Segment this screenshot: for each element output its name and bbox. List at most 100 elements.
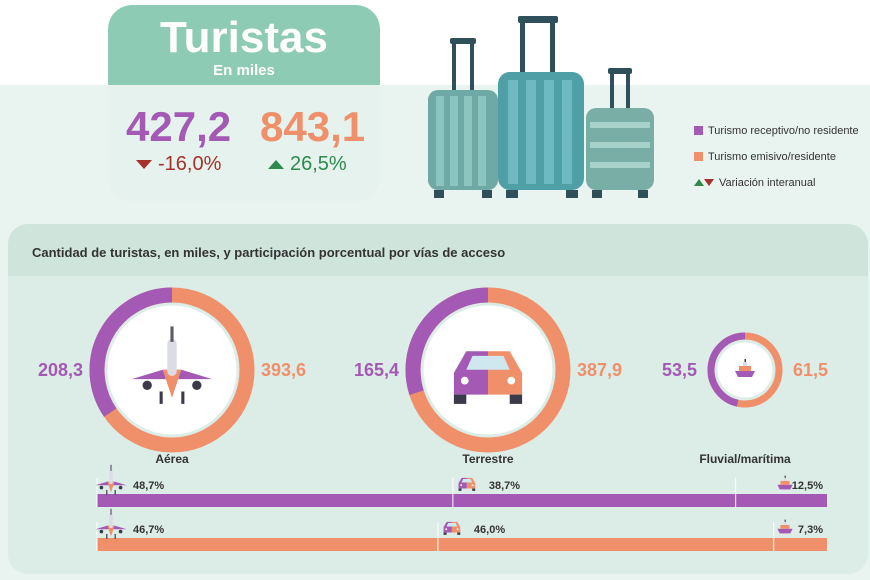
car-wheel xyxy=(472,488,476,491)
donut-2: 53,5 61,5 Fluvial/marítima xyxy=(662,332,828,466)
airplane-fuselage xyxy=(167,338,177,376)
airplane-fuselage xyxy=(109,469,113,484)
legend: Turismo receptivo/no residente Turismo e… xyxy=(694,124,859,202)
page-subtitle: En miles xyxy=(213,62,275,79)
car-wheel xyxy=(458,488,462,491)
donut-label-emisivo: 393,6 xyxy=(261,360,306,380)
car-windshield xyxy=(446,523,458,527)
share-label: 12,5% xyxy=(792,480,823,492)
legend-swatch-receptivo xyxy=(694,126,703,135)
receptivo-change-value: -16,0% xyxy=(158,153,222,175)
donut-label-receptivo: 165,4 xyxy=(354,360,399,380)
airplane-icon xyxy=(95,508,127,539)
up-triangle-icon xyxy=(268,160,284,170)
car-light xyxy=(445,528,448,531)
car-wheel xyxy=(509,394,523,404)
share-segment xyxy=(452,494,736,507)
ship-hull xyxy=(777,528,793,534)
down-triangle-icon xyxy=(136,160,152,170)
ship-cabin xyxy=(783,477,787,481)
donut-0: 208,3 393,6 Aérea xyxy=(38,287,306,466)
ship-deck xyxy=(739,366,751,371)
airplane-body xyxy=(107,525,115,537)
airplane-body xyxy=(162,369,182,398)
car-light xyxy=(460,484,463,487)
car-wheel xyxy=(453,394,467,404)
airplane-icon xyxy=(95,464,127,495)
receptivo-total: 427,2 xyxy=(126,103,232,150)
ship-icon xyxy=(777,519,793,534)
donut-label-emisivo: 387,9 xyxy=(577,360,622,380)
airplane-tail xyxy=(170,326,174,342)
emisivo-change: 26,5% xyxy=(268,152,347,176)
category-label: Terrestre xyxy=(462,452,513,466)
airplane-engine xyxy=(142,380,152,390)
airplane-body xyxy=(107,481,115,493)
airplane-gear xyxy=(159,391,163,404)
airplane-fuselage xyxy=(109,513,113,528)
share-segment xyxy=(735,494,827,507)
airplane-gear xyxy=(106,490,108,495)
share-segment xyxy=(773,538,827,551)
share-segment xyxy=(97,494,453,507)
airplane-engine xyxy=(192,380,202,390)
ship-chimney xyxy=(744,359,746,362)
airplane-engine xyxy=(99,485,104,490)
airplane-engine xyxy=(118,529,123,534)
ship-chimney xyxy=(784,475,786,478)
emisivo-change-value: 26,5% xyxy=(290,153,347,175)
summary-card: Turistas En miles 427,2 843,1 -16,0% 26,… xyxy=(108,5,380,201)
car-windshield xyxy=(466,355,510,370)
ship-cabin xyxy=(783,521,787,525)
car-windshield xyxy=(461,479,473,483)
car-light xyxy=(507,376,516,385)
car-icon xyxy=(453,351,523,404)
donut-slice-receptivo xyxy=(89,287,173,417)
airplane-icon xyxy=(131,326,213,404)
receptivo-change: -16,0% xyxy=(136,152,221,176)
share-label: 7,3% xyxy=(798,524,823,536)
airplane-gear xyxy=(106,534,108,539)
donut-label-receptivo: 53,5 xyxy=(662,360,697,380)
share-segment xyxy=(437,538,774,551)
share-bar-receptivo: 48,7% 38,7% 12,5% xyxy=(95,464,827,507)
donut-slice-receptivo xyxy=(707,332,746,407)
emisivo-total: 843,1 xyxy=(260,103,366,150)
airplane-tail xyxy=(110,464,112,471)
airplane-gear xyxy=(181,391,185,404)
airplane-gear xyxy=(114,490,116,495)
airplane-tail xyxy=(110,508,112,515)
panel-header xyxy=(8,224,868,276)
car-light xyxy=(471,484,474,487)
car-light xyxy=(456,528,459,531)
category-label: Fluvial/marítima xyxy=(699,452,791,466)
donut-label-receptivo: 208,3 xyxy=(38,360,83,380)
ship-deck xyxy=(780,524,790,529)
donut-1: 165,4 387,9 Terrestre xyxy=(354,287,622,466)
share-label: 46,7% xyxy=(133,524,164,536)
legend-item-emisivo: Turismo emisivo/residente xyxy=(694,150,859,176)
ship-icon xyxy=(777,475,793,490)
legend-label-receptivo: Turismo receptivo/no residente xyxy=(708,125,859,137)
summary-header xyxy=(108,5,380,85)
up-triangle-icon xyxy=(694,179,704,186)
ship-cabin xyxy=(743,362,747,366)
donut-slice-receptivo xyxy=(405,287,489,395)
share-label: 46,0% xyxy=(474,524,505,536)
car-wheel xyxy=(443,532,447,535)
panel-title: Cantidad de turistas, en miles, y partic… xyxy=(32,245,506,260)
car-icon xyxy=(458,477,476,491)
ship-chimney xyxy=(784,519,786,522)
share-segment xyxy=(97,538,438,551)
ship-deck xyxy=(780,480,790,485)
category-label: Aérea xyxy=(155,452,189,466)
legend-label-variacion: Variación interanual xyxy=(719,177,816,189)
share-label: 48,7% xyxy=(133,480,164,492)
legend-swatch-emisivo xyxy=(694,152,703,161)
luggage-icon xyxy=(428,16,654,198)
ship-hull xyxy=(777,484,793,490)
ship-hull xyxy=(735,371,755,377)
legend-item-variacion: Variación interanual xyxy=(694,176,859,202)
car-wheel xyxy=(457,532,461,535)
